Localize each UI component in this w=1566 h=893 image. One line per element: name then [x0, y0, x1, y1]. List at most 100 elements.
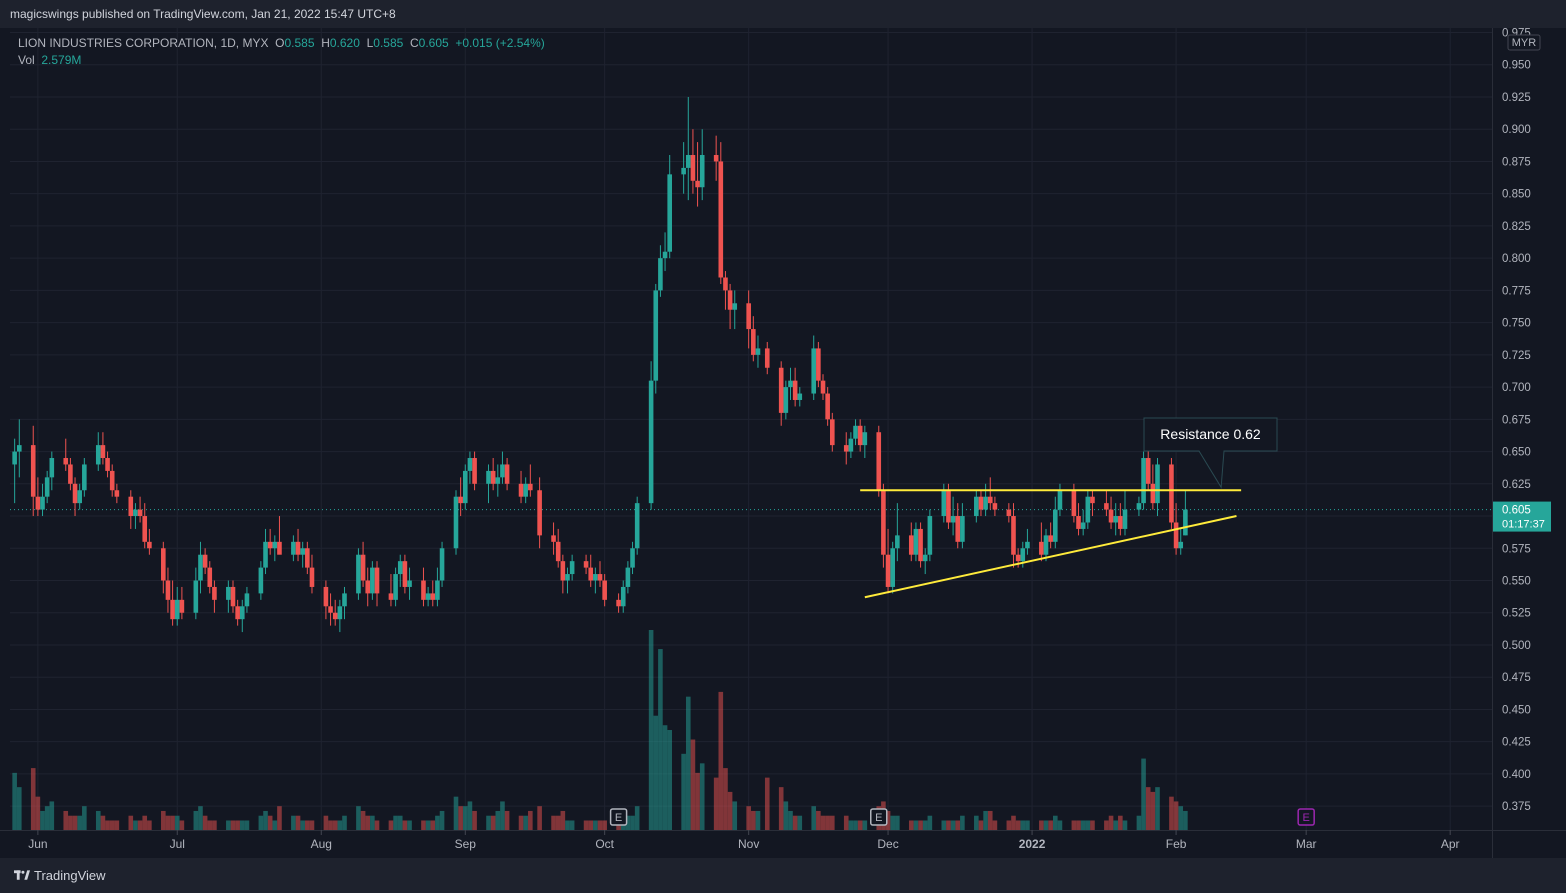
candle	[388, 574, 394, 607]
volume-bar	[895, 815, 900, 830]
candle-body	[472, 458, 477, 484]
candle	[212, 580, 217, 613]
volume-bar	[987, 810, 993, 830]
candle	[811, 335, 817, 400]
candle	[114, 483, 120, 504]
time-tick-label: 2022	[1019, 837, 1046, 851]
candle-body	[941, 490, 947, 517]
candle	[927, 509, 933, 562]
candle-body	[1048, 535, 1053, 542]
symbol-name[interactable]: LION INDUSTRIES CORPORATION, 1D, MYX	[18, 36, 269, 50]
price-tick-label: 0.900	[1502, 124, 1531, 136]
candle	[560, 554, 566, 594]
candle-body	[500, 464, 505, 478]
volume-bar	[207, 820, 213, 830]
earnings-marker-box	[870, 808, 888, 826]
candle-body	[68, 464, 73, 484]
candle-body	[82, 464, 87, 491]
low-label: L	[366, 36, 374, 50]
volume-bar	[161, 810, 166, 830]
volume-bar	[179, 820, 185, 830]
candle-body	[764, 348, 770, 368]
candle-body	[295, 541, 301, 555]
candle-body	[174, 599, 180, 620]
candle-body	[751, 329, 756, 355]
candle	[472, 451, 477, 491]
volume-bar	[244, 820, 250, 830]
price-tick-label: 0.700	[1502, 382, 1531, 394]
candle-body	[569, 561, 575, 575]
volume-bar	[690, 739, 696, 830]
candle	[142, 503, 148, 549]
price-tick-label: 0.475	[1502, 672, 1531, 684]
candle-body	[978, 496, 984, 510]
tradingview-brand[interactable]: TradingView	[14, 868, 106, 883]
candle	[1080, 509, 1086, 536]
volume-bar	[202, 815, 208, 830]
candle-body	[992, 503, 998, 510]
candle-body	[323, 586, 329, 607]
candle-body	[137, 509, 143, 517]
price-axis	[1492, 28, 1566, 858]
candle	[291, 535, 296, 562]
volume-bar	[370, 815, 375, 830]
candle	[1011, 503, 1016, 568]
candle-body	[193, 580, 199, 613]
candle	[588, 554, 594, 587]
candle-body	[272, 541, 278, 549]
candle	[12, 438, 17, 504]
candle-body	[1108, 509, 1114, 523]
candle-body	[388, 593, 394, 600]
volume-bar	[356, 806, 361, 830]
candle	[128, 490, 134, 529]
candle	[453, 490, 459, 555]
candle-body	[40, 496, 45, 510]
time-axis	[0, 830, 1492, 858]
candle	[895, 503, 900, 562]
candle-body	[528, 483, 533, 491]
earnings-marker-label: E	[1302, 812, 1309, 824]
candle	[1052, 496, 1058, 549]
volume-bar	[992, 820, 998, 830]
candle-body	[212, 586, 217, 600]
volume-bar	[309, 820, 315, 830]
candle	[695, 142, 700, 207]
candle	[462, 464, 468, 510]
volume-bar	[212, 820, 217, 830]
volume-bar	[634, 806, 640, 830]
volume-bar	[695, 772, 700, 830]
volume-bar	[978, 820, 984, 830]
earnings-marker-box	[1297, 808, 1315, 826]
candle-body	[365, 580, 371, 594]
candle-body	[1006, 509, 1012, 517]
candle-body	[198, 554, 203, 581]
volume-bar	[291, 815, 296, 830]
candle-body	[1020, 548, 1026, 562]
candle-body	[370, 567, 375, 594]
candle	[1122, 490, 1128, 536]
candle	[305, 541, 310, 575]
candle-body	[746, 303, 751, 330]
volume-bar	[300, 820, 305, 830]
candle-body	[950, 516, 956, 523]
candle	[922, 548, 928, 575]
candle-body	[537, 490, 542, 536]
candle-body	[667, 174, 672, 252]
volume-bar	[100, 815, 106, 830]
candle-body	[258, 567, 264, 594]
volume-bar	[792, 815, 798, 830]
candle-body	[1104, 503, 1109, 510]
candle-body	[718, 161, 724, 278]
volume-bar	[374, 820, 380, 830]
candle-body	[825, 393, 830, 420]
candle-body	[147, 541, 152, 549]
volume-bar	[555, 815, 561, 830]
candle-body	[128, 496, 134, 517]
volume-bar	[1183, 810, 1188, 830]
volume-bar	[198, 806, 203, 830]
candle-body	[862, 432, 868, 446]
candle	[667, 155, 672, 259]
volume-bar	[332, 820, 338, 830]
volume-bar	[816, 810, 821, 830]
